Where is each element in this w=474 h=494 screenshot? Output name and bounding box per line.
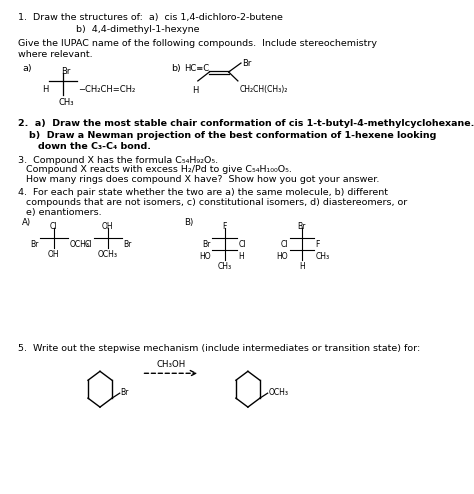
- Text: F: F: [223, 222, 227, 231]
- Text: 3.  Compound X has the formula C₅₄H₉₂O₅.: 3. Compound X has the formula C₅₄H₉₂O₅.: [18, 156, 219, 165]
- Text: OCH₃: OCH₃: [268, 388, 288, 397]
- Text: down the C₃-C₄ bond.: down the C₃-C₄ bond.: [38, 142, 151, 151]
- Text: CH₃: CH₃: [58, 98, 74, 107]
- Text: How many rings does compound X have?  Show how you got your answer.: How many rings does compound X have? Sho…: [26, 175, 379, 184]
- Text: CH₃: CH₃: [316, 252, 330, 261]
- Text: HC≡C: HC≡C: [184, 64, 209, 73]
- Text: CH₃: CH₃: [218, 262, 232, 271]
- Text: b): b): [171, 64, 181, 73]
- Text: Give the IUPAC name of the following compounds.  Include stereochemistry: Give the IUPAC name of the following com…: [18, 39, 377, 48]
- Text: OH: OH: [102, 222, 113, 231]
- Text: 5.  Write out the stepwise mechanism (include intermediates or transition state): 5. Write out the stepwise mechanism (inc…: [18, 344, 420, 353]
- Text: H: H: [299, 262, 305, 271]
- Text: CH₃OH: CH₃OH: [156, 360, 185, 370]
- Text: Cl: Cl: [85, 240, 92, 249]
- Text: H: H: [191, 86, 198, 95]
- Text: OCH₃: OCH₃: [98, 250, 118, 259]
- Text: 4.  For each pair state whether the two are a) the same molecule, b) different: 4. For each pair state whether the two a…: [18, 188, 388, 197]
- Text: HO: HO: [199, 252, 211, 261]
- Text: Br: Br: [243, 59, 252, 68]
- Text: 2.  a)  Draw the most stable chair conformation of cis 1-t-butyl-4-methylcyclohe: 2. a) Draw the most stable chair conform…: [18, 119, 474, 128]
- Text: CH₂CH(CH₃)₂: CH₂CH(CH₃)₂: [239, 85, 288, 94]
- Text: −CH₂CH=CH₂: −CH₂CH=CH₂: [78, 85, 136, 94]
- Text: HO: HO: [276, 252, 288, 261]
- Text: where relevant.: where relevant.: [18, 50, 93, 59]
- Text: Br: Br: [202, 240, 211, 248]
- Text: Br: Br: [298, 222, 306, 231]
- Text: H: H: [238, 252, 245, 261]
- Text: OH: OH: [48, 250, 60, 259]
- Text: Br: Br: [123, 240, 131, 249]
- Text: Cl: Cl: [238, 240, 246, 248]
- Text: Br: Br: [120, 388, 129, 397]
- Text: H: H: [42, 85, 49, 94]
- Text: OCH₃: OCH₃: [69, 240, 89, 249]
- Text: Compound X reacts with excess H₂/Pd to give C₅₄H₁₀₀O₅.: Compound X reacts with excess H₂/Pd to g…: [26, 165, 292, 174]
- Text: Br: Br: [61, 67, 70, 76]
- Text: Cl: Cl: [281, 240, 288, 248]
- Text: a): a): [22, 64, 32, 73]
- Text: compounds that are not isomers, c) constitutional isomers, d) diastereomers, or: compounds that are not isomers, c) const…: [26, 198, 407, 207]
- Text: A): A): [22, 218, 31, 227]
- Text: e) enantiomers.: e) enantiomers.: [26, 208, 101, 217]
- Text: B): B): [184, 218, 193, 227]
- Text: Br: Br: [30, 240, 38, 249]
- Text: b)  4,4-dimethyl-1-hexyne: b) 4,4-dimethyl-1-hexyne: [76, 25, 200, 34]
- Text: b)  Draw a Newman projection of the best conformation of 1-hexene looking: b) Draw a Newman projection of the best …: [29, 130, 437, 140]
- Text: Cl: Cl: [50, 222, 57, 231]
- Text: F: F: [316, 240, 320, 248]
- Text: 1.  Draw the structures of:  a)  cis 1,4-dichloro-2-butene: 1. Draw the structures of: a) cis 1,4-di…: [18, 13, 283, 22]
